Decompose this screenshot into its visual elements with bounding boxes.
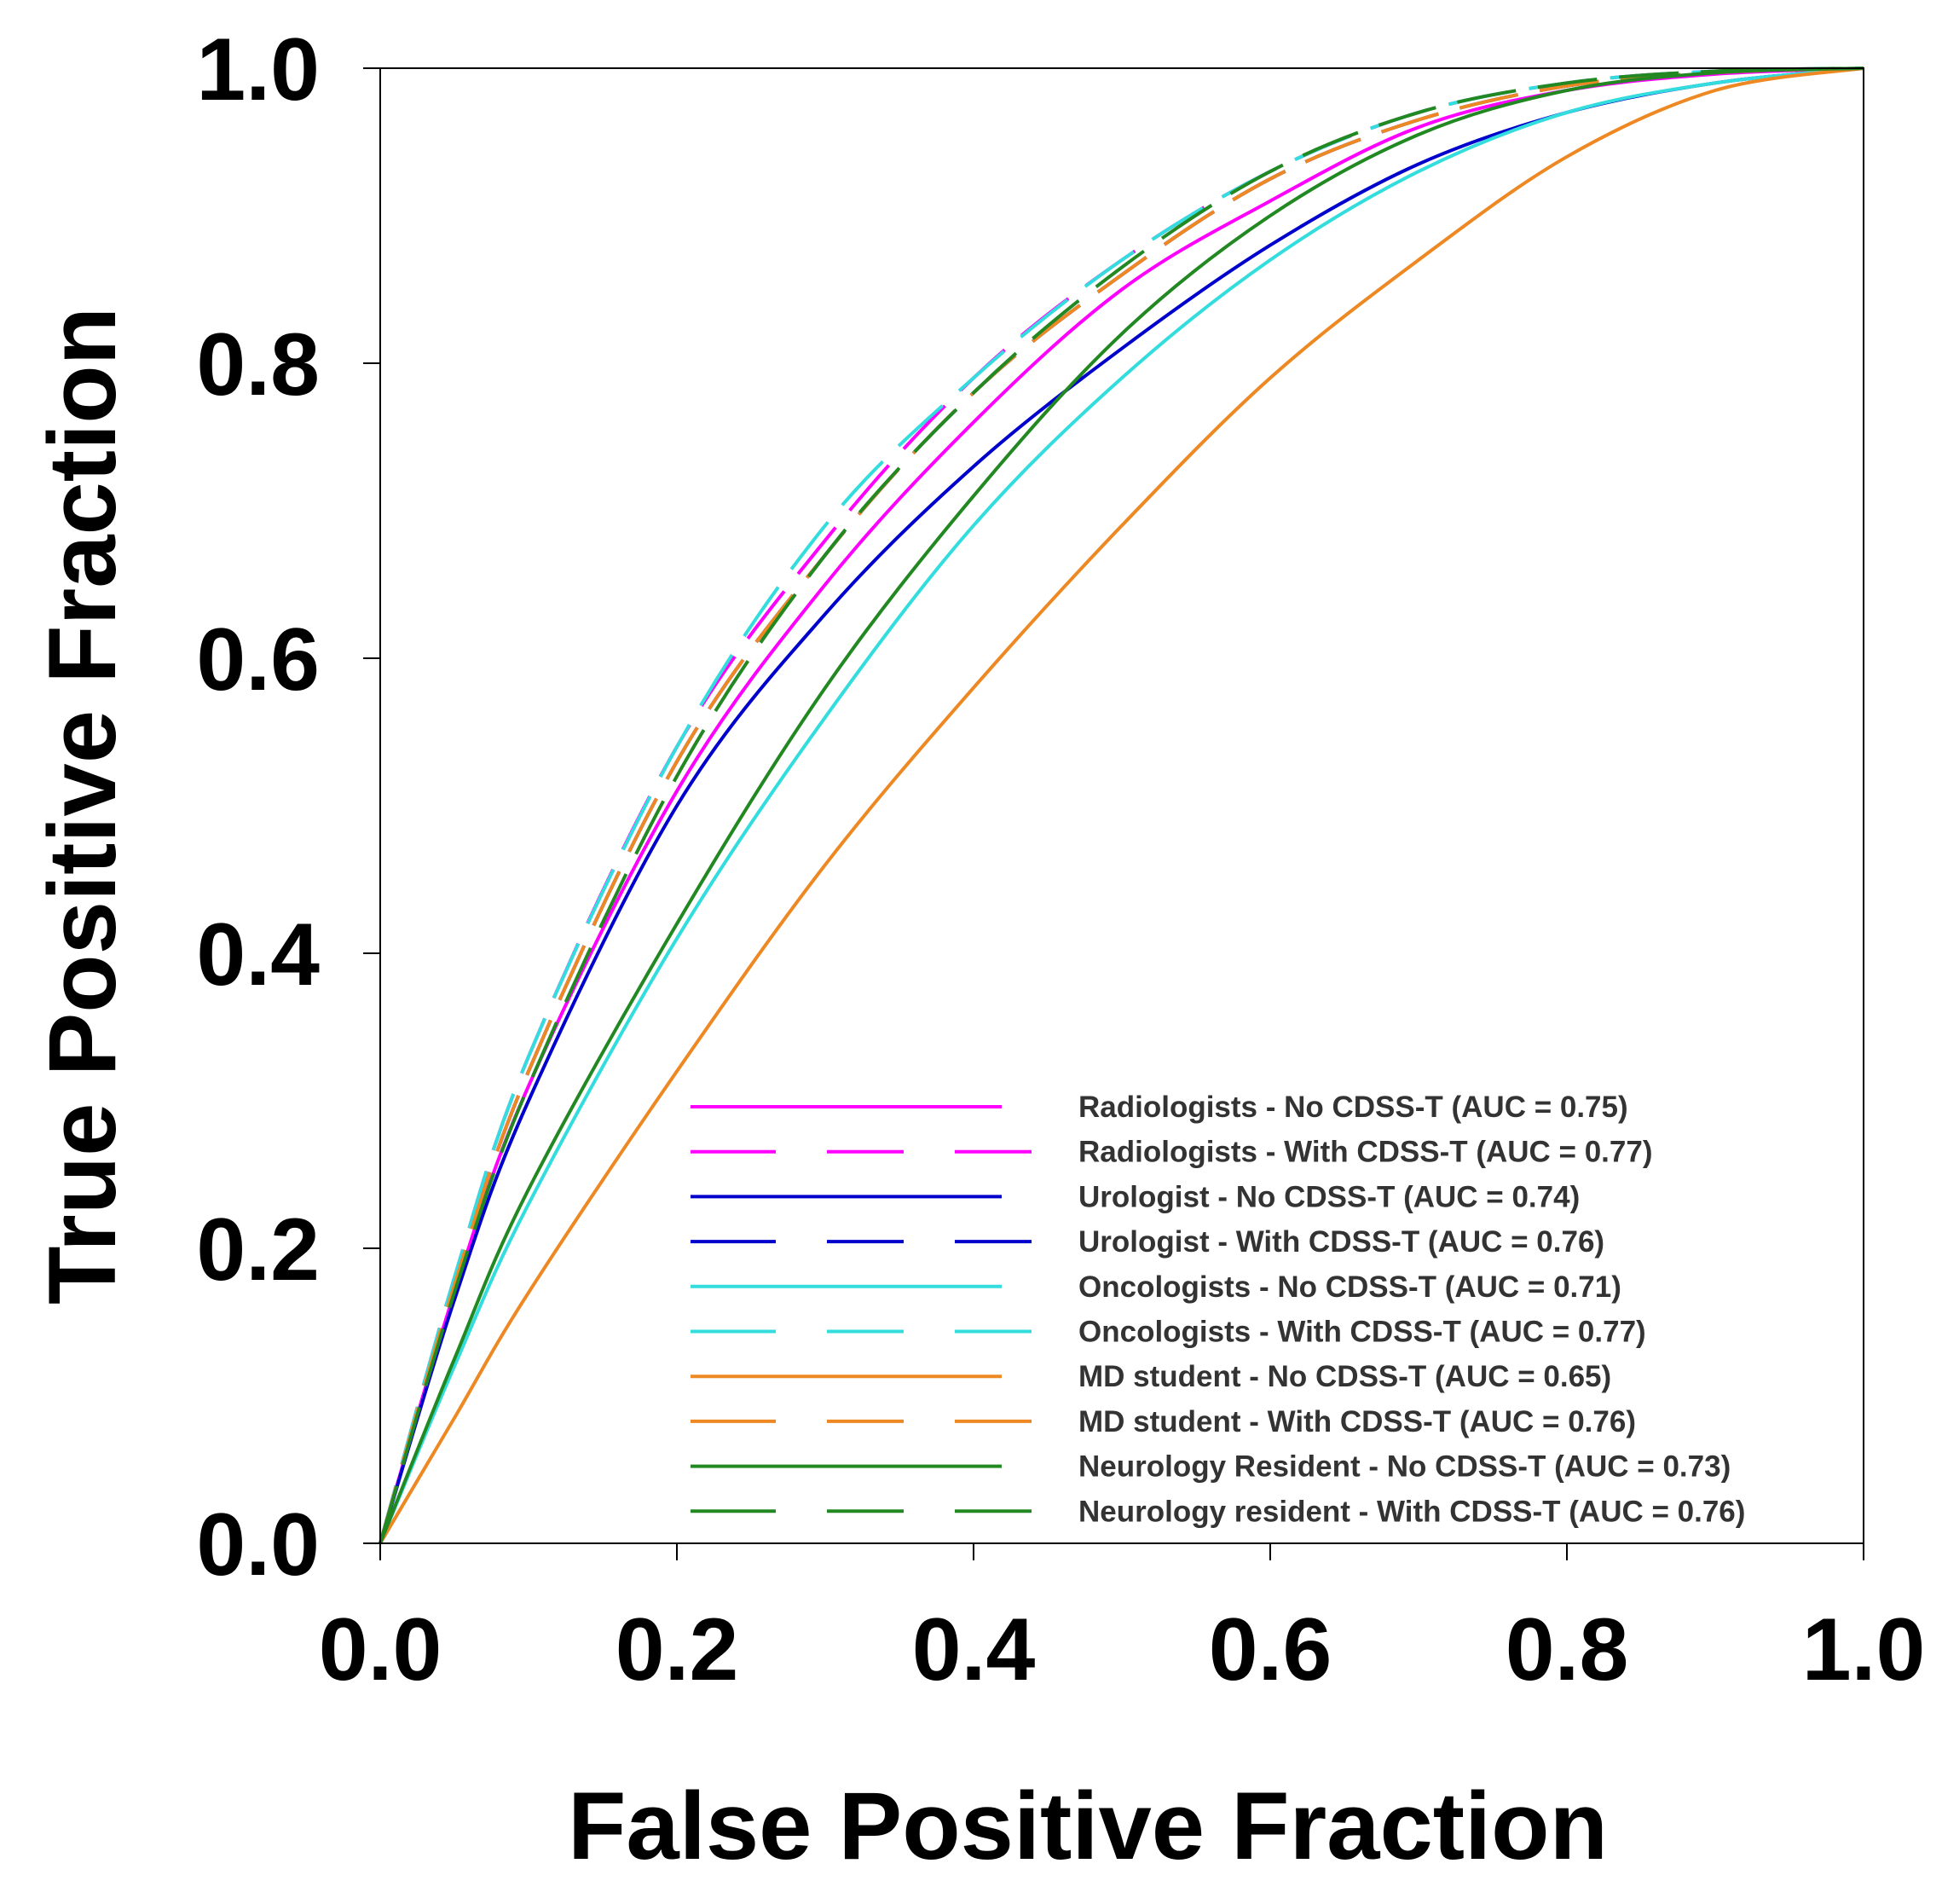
y-tick-label: 1.0 <box>196 20 320 119</box>
curve-neurology-resident-no-cdss-t-auc-0-73 <box>379 67 1864 1544</box>
legend-label: Urologist - No CDSS-T (AUC = 0.74) <box>1078 1180 1580 1213</box>
curve-oncologists-no-cdss-t-auc-0-71 <box>379 67 1864 1544</box>
y-tick-label: 0.0 <box>196 1496 320 1594</box>
plot-frame <box>379 67 1864 1544</box>
curve-md-student-with-cdss-t-auc-0-76 <box>379 67 1864 1544</box>
x-tick-label: 0.4 <box>912 1600 1036 1699</box>
legend-item: Urologist - With CDSS-T (AUC = 0.76) <box>691 1225 1604 1259</box>
legend-label: Radiologists - With CDSS-T (AUC = 0.77) <box>1078 1136 1652 1169</box>
legend-label: MD student - No CDSS-T (AUC = 0.65) <box>1078 1360 1611 1393</box>
y-tick-label: 0.8 <box>196 315 320 414</box>
x-axis-title: False Positive Fraction <box>568 1773 1608 1879</box>
legend-item: MD student - No CDSS-T (AUC = 0.65) <box>691 1360 1611 1393</box>
y-tick-label: 0.6 <box>196 611 320 709</box>
y-axis: 0.0 0.2 0.4 0.6 0.8 1.0 <box>196 20 380 1594</box>
x-tick-label: 0.8 <box>1506 1600 1629 1699</box>
legend-item: Radiologists - With CDSS-T (AUC = 0.77) <box>691 1136 1652 1169</box>
legend-label: Urologist - With CDSS-T (AUC = 0.76) <box>1078 1225 1604 1259</box>
x-axis: 0.0 0.2 0.4 0.6 0.8 1.0 <box>319 1543 1926 1699</box>
legend-item: Radiologists - No CDSS-T (AUC = 0.75) <box>691 1091 1628 1124</box>
legend-item: Urologist - No CDSS-T (AUC = 0.74) <box>691 1180 1580 1213</box>
legend-item: Oncologists - No CDSS-T (AUC = 0.71) <box>691 1270 1621 1304</box>
legend: Radiologists - No CDSS-T (AUC = 0.75) Rad… <box>691 1091 1745 1528</box>
legend-item: MD student - With CDSS-T (AUC = 0.76) <box>691 1405 1636 1438</box>
y-tick-label: 0.4 <box>196 906 320 1004</box>
legend-label: Oncologists - With CDSS-T (AUC = 0.77) <box>1078 1316 1646 1349</box>
legend-label: Oncologists - No CDSS-T (AUC = 0.71) <box>1078 1270 1621 1304</box>
x-tick-label: 0.2 <box>616 1600 739 1699</box>
y-axis-title: True Positive Fraction <box>29 307 136 1305</box>
curve-neurology-resident-with-cdss-t-auc-0-76 <box>379 67 1864 1544</box>
legend-item: Oncologists - With CDSS-T (AUC = 0.77) <box>691 1316 1646 1349</box>
legend-label: Neurology Resident - No CDSS-T (AUC = 0.… <box>1078 1450 1731 1484</box>
legend-label: MD student - With CDSS-T (AUC = 0.76) <box>1078 1405 1636 1438</box>
x-tick-label: 1.0 <box>1802 1600 1926 1699</box>
x-tick-label: 0.6 <box>1209 1600 1332 1699</box>
legend-label: Radiologists - No CDSS-T (AUC = 0.75) <box>1078 1091 1628 1124</box>
y-tick-label: 0.2 <box>196 1201 320 1299</box>
legend-item: Neurology resident - With CDSS-T (AUC = … <box>691 1495 1745 1528</box>
legend-item: Neurology Resident - No CDSS-T (AUC = 0.… <box>691 1450 1731 1484</box>
curve-md-student-no-cdss-t-auc-0-65 <box>379 67 1864 1545</box>
curves-layer <box>379 67 1864 1545</box>
legend-label: Neurology resident - With CDSS-T (AUC = … <box>1078 1495 1745 1528</box>
x-tick-label: 0.0 <box>319 1600 442 1699</box>
